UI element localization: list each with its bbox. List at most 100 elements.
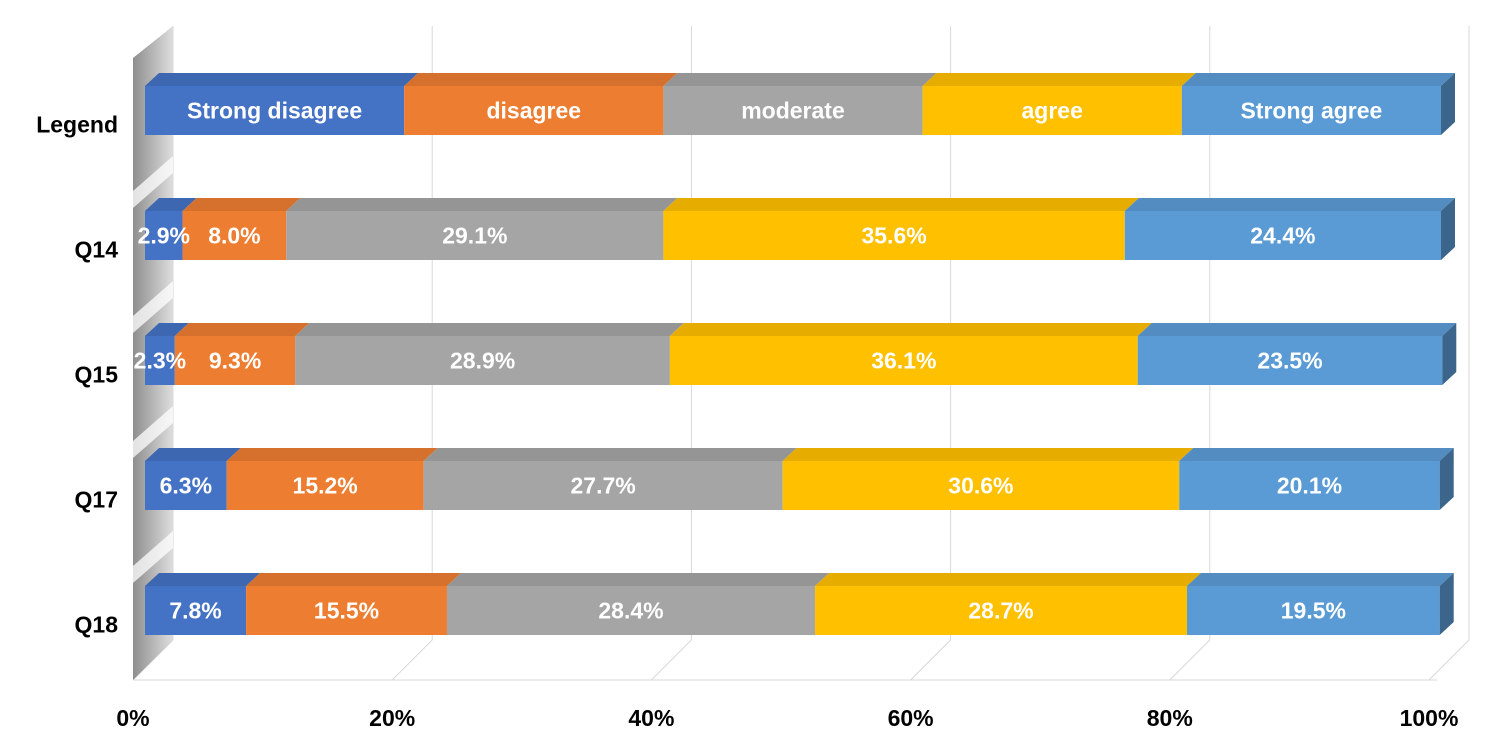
data-label: 20.1% (1277, 473, 1342, 499)
bar-top-face (404, 73, 678, 86)
floor-gridline (910, 639, 951, 681)
bar-segment (226, 461, 424, 510)
legend-entry: Strong disagree (187, 98, 362, 124)
legend-entry: disagree (486, 98, 581, 124)
bar-segment (286, 211, 664, 260)
data-label: 9.3% (209, 348, 261, 374)
data-label: 28.7% (968, 598, 1033, 624)
category-label: Q15 (75, 362, 119, 388)
bar-side-face (1441, 73, 1455, 135)
bar-top-face (226, 448, 438, 461)
wall-separator (133, 406, 173, 458)
legend-entry: Strong agree (1240, 98, 1382, 124)
wall-separator (133, 156, 173, 208)
bar-top-face (286, 198, 678, 211)
bar-segment (145, 461, 227, 510)
bar-side-face (1439, 448, 1454, 510)
category-label: Q14 (75, 237, 119, 263)
bar-segment (1181, 86, 1441, 135)
bar-top-face (922, 73, 1196, 86)
bar-segment (1124, 211, 1441, 260)
x-tick-label: 100% (1400, 705, 1459, 731)
bar-segment (404, 86, 664, 135)
bar-segment (295, 336, 670, 385)
bar-segment (446, 586, 816, 635)
data-label: 2.9% (138, 223, 190, 249)
bar-segment (145, 86, 405, 135)
bar-segment (145, 336, 175, 385)
category-label: Q18 (75, 612, 119, 638)
axes: Legend Q14 Q15 Q17 Q18 0% 20% 40% 60% 80% 100% (36, 112, 1458, 732)
data-label: 19.5% (1281, 598, 1346, 624)
bar-segment (663, 86, 923, 135)
data-label: 28.9% (450, 348, 515, 374)
data-label: 2.3% (134, 348, 186, 374)
category-label: Q17 (75, 487, 118, 513)
bar-top-face (1137, 323, 1457, 336)
data-label: 8.0% (208, 223, 260, 249)
bar-segment (182, 211, 287, 260)
bars (145, 73, 1457, 635)
bar-top-face (669, 323, 1152, 336)
bar-top-face (145, 323, 189, 336)
bar-top-face (295, 323, 684, 336)
bar-top-face (174, 323, 310, 336)
bar-side-face (1439, 573, 1454, 635)
x-tick-label: 20% (369, 705, 415, 731)
data-label: 30.6% (948, 473, 1013, 499)
bar-segment (782, 461, 1180, 510)
data-label: 23.5% (1257, 348, 1322, 374)
category-label: Legend (36, 112, 118, 138)
legend-entry: moderate (741, 98, 845, 124)
floor-gridline (651, 639, 692, 681)
data-label: 29.1% (442, 223, 507, 249)
bar-segment (423, 461, 783, 510)
x-tick-label: 40% (628, 705, 674, 731)
bar-top-face (1186, 573, 1454, 586)
bar-top-face (145, 73, 419, 86)
bar-segment (922, 86, 1182, 135)
bar-segment (145, 211, 183, 260)
bar-segment (1137, 336, 1443, 385)
bar-segment (1186, 586, 1440, 635)
floor-gridline (1169, 639, 1211, 681)
data-label: 27.7% (571, 473, 636, 499)
data-label: 15.2% (293, 473, 358, 499)
bar-top-face (663, 198, 1139, 211)
data-label: 15.5% (314, 598, 379, 624)
bar-top-face (815, 573, 1201, 586)
data-label: 28.4% (598, 598, 663, 624)
data-labels: Strong disagree disagree moderate agree Stro… (134, 98, 1383, 624)
bar-top-face (145, 573, 261, 586)
bar-top-face (1181, 73, 1455, 86)
data-label: 7.8% (169, 598, 221, 624)
bar-top-face (423, 448, 797, 461)
bar-side-face (1441, 198, 1455, 260)
data-label: 36.1% (871, 348, 936, 374)
x-tick-label: 60% (888, 705, 934, 731)
bar-segment (174, 336, 296, 385)
bar-segment (815, 586, 1187, 635)
floor-gridline (391, 639, 433, 681)
bar-top-face (182, 198, 301, 211)
bar-top-face (663, 73, 937, 86)
bar-top-face (1179, 448, 1454, 461)
data-label: 24.4% (1250, 223, 1315, 249)
x-tick-label: 80% (1147, 705, 1193, 731)
wall-separator (133, 531, 173, 583)
bar-side-face (1442, 323, 1457, 385)
wall-separator (133, 281, 173, 333)
legend-entry: agree (1022, 98, 1083, 124)
x-tick-label: 0% (116, 705, 149, 731)
bar-top-face (145, 198, 197, 211)
data-label: 6.3% (160, 473, 212, 499)
bar-segment (246, 586, 447, 635)
bar-segment (663, 211, 1125, 260)
bar-top-face (446, 573, 830, 586)
bar-top-face (145, 448, 241, 461)
bar-top-face (782, 448, 1194, 461)
bar-segment (145, 586, 247, 635)
bar-top-face (1124, 198, 1455, 211)
